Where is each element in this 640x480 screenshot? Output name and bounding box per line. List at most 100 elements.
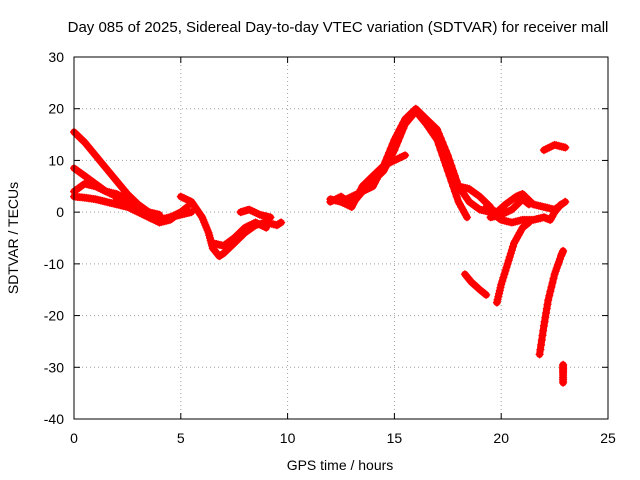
x-tick-label: 5	[177, 430, 185, 446]
data-point-marker	[545, 291, 554, 300]
data-point-marker	[434, 140, 443, 149]
series-s12	[337, 107, 471, 222]
data-point-marker	[523, 199, 532, 208]
data-point-marker	[349, 191, 358, 200]
data-point-marker	[370, 175, 379, 184]
data-point-marker	[230, 234, 239, 242]
data-point-marker	[253, 219, 262, 228]
data-point-marker	[390, 146, 399, 155]
x-tick-label: 10	[280, 430, 296, 446]
data-point-marker	[246, 221, 255, 230]
data-point-marker	[377, 168, 386, 177]
data-point-marker	[123, 200, 132, 209]
series-s9	[272, 218, 286, 230]
data-point-marker	[395, 133, 404, 142]
data-point-marker	[244, 221, 253, 230]
data-point-marker	[245, 205, 254, 214]
data-point-marker	[559, 378, 568, 387]
data-point-marker	[71, 129, 80, 138]
data-point-marker	[546, 287, 555, 296]
y-tick-label: 20	[48, 101, 64, 117]
data-point-marker	[463, 213, 471, 222]
data-point-marker	[545, 143, 554, 152]
data-point-marker	[374, 171, 383, 180]
data-point-marker	[547, 142, 555, 151]
data-point-marker	[399, 152, 408, 161]
data-point-marker	[232, 232, 240, 241]
data-point-marker	[383, 159, 392, 168]
data-point-marker	[543, 144, 552, 153]
data-point-marker	[394, 137, 402, 146]
data-point-marker	[256, 221, 265, 230]
data-series	[70, 104, 570, 387]
data-point-marker	[91, 182, 100, 191]
data-point-marker	[262, 223, 271, 232]
data-point-marker	[240, 223, 249, 232]
data-point-marker	[386, 153, 395, 161]
data-point-marker	[535, 350, 544, 359]
data-point-marker	[345, 193, 354, 202]
data-point-marker	[438, 151, 447, 160]
data-point-marker	[541, 145, 550, 154]
y-tick-label: -30	[44, 359, 64, 375]
data-point-marker	[542, 304, 551, 313]
data-point-marker	[251, 218, 260, 227]
data-point-marker	[508, 242, 517, 251]
data-point-marker	[183, 205, 192, 214]
data-point-marker	[539, 326, 548, 335]
data-point-marker	[242, 222, 251, 231]
data-point-marker	[395, 153, 404, 162]
data-point-marker	[78, 136, 87, 145]
data-point-marker	[394, 154, 402, 163]
data-point-marker	[542, 309, 551, 317]
data-point-marker	[146, 214, 155, 223]
data-point-marker	[477, 194, 486, 203]
data-point-marker	[379, 166, 388, 175]
data-point-marker	[549, 274, 558, 283]
data-point-marker	[548, 278, 557, 287]
data-point-marker	[351, 190, 360, 199]
data-point-marker	[537, 336, 546, 345]
data-point-marker	[150, 215, 159, 224]
data-point-marker	[482, 290, 491, 299]
data-point-marker	[180, 194, 189, 203]
data-point-marker	[77, 134, 86, 143]
x-tick-label: 25	[600, 430, 616, 446]
y-tick-label: -10	[44, 256, 64, 272]
series-s5	[112, 195, 192, 227]
x-tick-label: 0	[70, 430, 78, 446]
x-axis: 0 5 10 15 20 25	[70, 57, 616, 446]
data-point-marker	[557, 200, 565, 209]
data-point-marker	[397, 153, 406, 161]
data-point-marker	[506, 249, 515, 258]
chart-title: Day 085 of 2025, Sidereal Day-to-day VTE…	[68, 19, 609, 36]
data-point-marker	[185, 196, 194, 205]
data-point-marker	[358, 187, 367, 196]
data-point-marker	[354, 189, 363, 198]
data-point-marker	[248, 220, 256, 229]
data-point-marker	[349, 199, 358, 208]
y-axis-label: SDTVAR / TECUs	[5, 182, 21, 294]
data-point-marker	[100, 186, 109, 195]
data-point-marker	[447, 177, 456, 186]
data-point-marker	[475, 192, 484, 201]
data-point-marker	[540, 317, 549, 326]
data-point-marker	[525, 218, 533, 227]
data-point-marker	[445, 171, 454, 180]
y-tick-label: -40	[44, 411, 64, 427]
data-point-marker	[505, 253, 514, 261]
data-point-marker	[96, 184, 105, 193]
data-point-marker	[340, 196, 349, 205]
data-point-marker	[503, 259, 512, 268]
x-tick-label: 15	[387, 430, 403, 446]
data-point-marker	[515, 198, 523, 207]
data-point-marker	[112, 195, 121, 204]
data-point-marker	[498, 277, 507, 286]
data-point-marker	[75, 133, 84, 142]
data-point-marker	[365, 180, 374, 189]
data-point-marker	[121, 199, 130, 208]
data-point-marker	[495, 214, 504, 223]
data-point-marker	[183, 196, 192, 205]
data-point-marker	[561, 143, 570, 152]
data-point-marker	[73, 131, 82, 140]
